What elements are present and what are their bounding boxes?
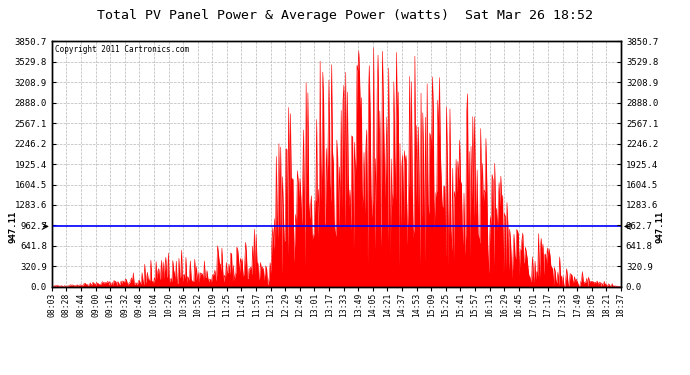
Text: Copyright 2011 Cartronics.com: Copyright 2011 Cartronics.com bbox=[55, 45, 189, 54]
Text: 947.11: 947.11 bbox=[656, 210, 664, 243]
Text: 947.11: 947.11 bbox=[8, 210, 17, 243]
Text: Total PV Panel Power & Average Power (watts)  Sat Mar 26 18:52: Total PV Panel Power & Average Power (wa… bbox=[97, 9, 593, 22]
